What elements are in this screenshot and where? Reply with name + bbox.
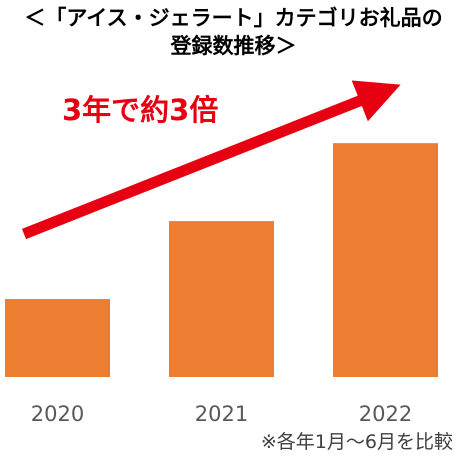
bar-2020 (5, 299, 110, 377)
x-tick-label-2020: 2020 (31, 402, 84, 426)
annotation-text: 3年で約3倍 (62, 93, 218, 127)
bar-2021 (169, 221, 274, 377)
x-tick-label-2021: 2021 (195, 402, 248, 426)
chart-title: ＜「アイス・ジェラート」カテゴリお礼品の 登録数推移＞ (0, 4, 467, 60)
footnote: ※各年1月～6月を比較 (260, 431, 453, 453)
bar-2022 (333, 143, 438, 377)
trend-arrow (21, 80, 401, 240)
x-tick-label-2022: 2022 (359, 402, 412, 426)
chart-title-line-1: ＜「アイス・ジェラート」カテゴリお礼品の (24, 6, 443, 30)
chart-title-line-2: 登録数推移＞ (170, 34, 297, 58)
